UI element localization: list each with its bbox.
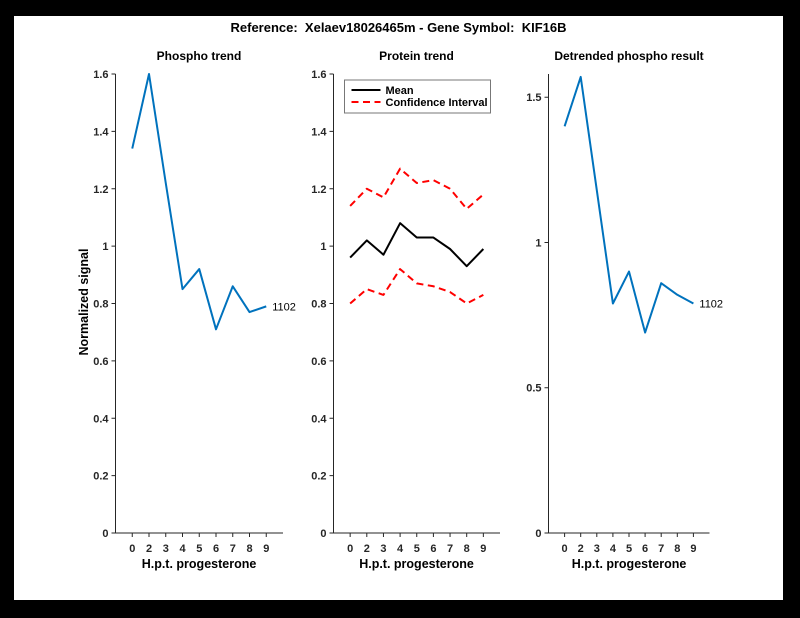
subplot-title-detrended-phospho: Detrended phospho result (554, 49, 704, 63)
x-tick-label: 6 (430, 543, 436, 555)
y-tick-label: 0.2 (311, 471, 326, 483)
x-tick-label: 6 (642, 543, 648, 555)
x-tick-label: 2 (364, 543, 370, 555)
y-tick-label: 1.6 (311, 69, 326, 81)
y-tick-label: 1 (320, 241, 326, 253)
x-tick-label: 8 (464, 543, 470, 555)
series-line (349, 167, 485, 210)
x-tick-label: 7 (658, 543, 664, 555)
legend-label: Confidence Interval (386, 97, 488, 109)
x-tick-label: 8 (246, 543, 252, 555)
x-axis-label-3: H.p.t. progesterone (571, 557, 687, 571)
series-end-label: 1102 (272, 301, 296, 313)
y-tick-label: 1.5 (526, 92, 541, 104)
x-tick-label: 5 (414, 543, 420, 555)
y-tick-label: 1.4 (93, 126, 109, 138)
y-tick-label: 1 (535, 237, 541, 249)
y-tick-label: 0.6 (93, 356, 108, 368)
legend-label: Mean (386, 85, 414, 97)
x-axis-label-2: H.p.t. progesterone (359, 557, 474, 571)
series-line (131, 73, 267, 331)
y-tick-label: 0 (102, 528, 108, 540)
x-tick-label: 0 (129, 543, 135, 555)
y-tick-label: 0.4 (93, 413, 109, 425)
subplot-title-phospho-trend: Phospho trend (156, 49, 242, 63)
x-tick-label: 9 (480, 543, 486, 555)
x-tick-label: 3 (380, 543, 386, 555)
x-tick-label: 7 (230, 543, 236, 555)
y-tick-label: 0.6 (311, 356, 326, 368)
y-tick-label: 1 (102, 241, 108, 253)
series-line (349, 222, 485, 268)
x-tick-label: 4 (610, 543, 617, 555)
x-tick-label: 4 (179, 543, 186, 555)
y-tick-label: 1.2 (93, 184, 108, 196)
x-tick-label: 5 (626, 543, 632, 555)
y-tick-label: 0.8 (93, 299, 108, 311)
x-tick-label: 8 (674, 543, 680, 555)
axis-spines (333, 74, 500, 534)
y-tick-label: 1.6 (93, 69, 108, 81)
y-tick-label: 0.4 (311, 413, 327, 425)
figure-title: Reference: Xelaev18026465m - Gene Symbol… (230, 20, 567, 35)
y-tick-label: 0 (535, 528, 541, 540)
subplot-title-protein-trend: Protein trend (379, 49, 454, 63)
x-tick-label: 2 (146, 543, 152, 555)
y-tick-label: 0.5 (526, 383, 541, 395)
y-tick-label: 0 (320, 528, 326, 540)
x-tick-label: 0 (347, 543, 353, 555)
legend-box (344, 79, 491, 114)
x-tick-label: 6 (213, 543, 219, 555)
y-tick-label: 0.8 (311, 299, 326, 311)
y-tick-label: 0.2 (93, 471, 108, 483)
x-axis-label-1: H.p.t. progesterone (141, 557, 257, 571)
x-tick-label: 5 (196, 543, 202, 555)
axis-spines (115, 74, 283, 534)
axis-spines (548, 74, 710, 534)
x-tick-label: 4 (397, 543, 404, 555)
x-tick-label: 9 (690, 543, 696, 555)
y-tick-label: 1.4 (311, 126, 327, 138)
series-line (563, 75, 694, 334)
x-tick-label: 7 (447, 543, 453, 555)
x-tick-label: 9 (263, 543, 269, 555)
x-tick-label: 3 (594, 543, 600, 555)
x-tick-label: 0 (562, 543, 568, 555)
x-tick-label: 2 (578, 543, 584, 555)
x-tick-label: 3 (163, 543, 169, 555)
series-end-label: 1102 (699, 299, 723, 311)
series-line (349, 268, 484, 305)
y-tick-label: 1.2 (311, 184, 326, 196)
